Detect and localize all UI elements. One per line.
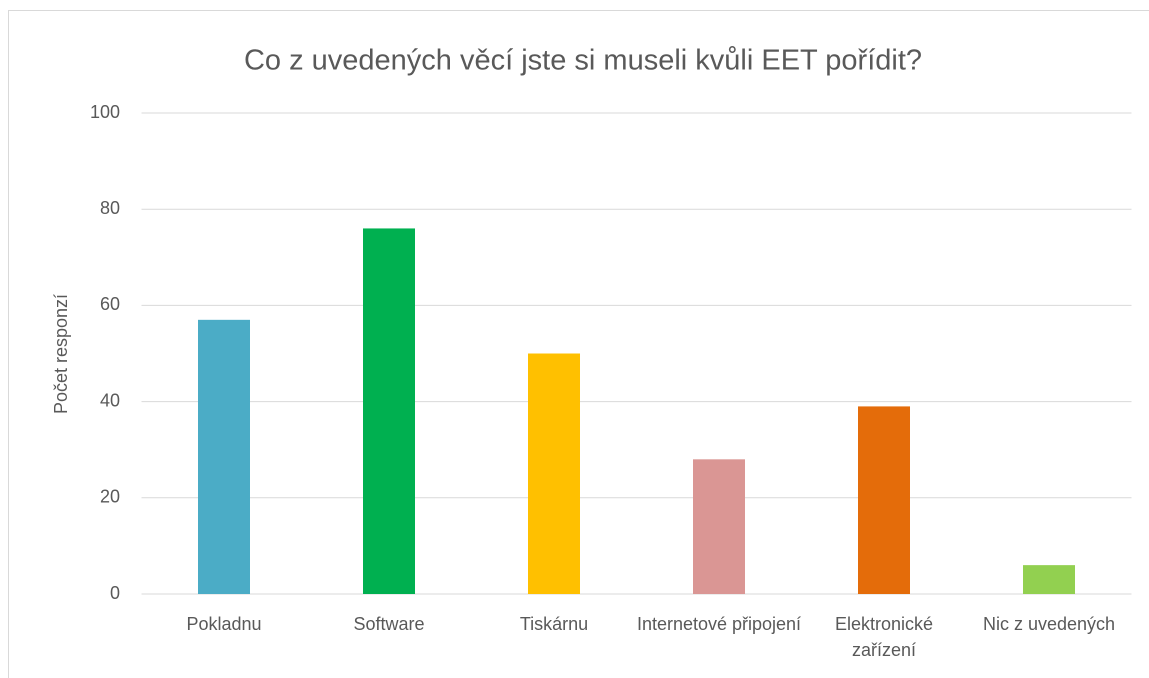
x-tick-label: Software [353,614,425,634]
chart-title: Co z uvedených věcí jste si museli kvůli… [244,45,922,77]
x-tick-label: Elektronické zařízení [834,614,934,660]
bar [693,459,745,594]
y-tick-label: 40 [100,390,120,410]
bar [1023,565,1075,594]
y-tick-label: 80 [100,198,120,218]
y-tick-label: 100 [90,102,120,122]
bar [363,228,415,594]
chart-border [8,10,1149,678]
x-tick-label: Tiskárnu [519,614,589,634]
x-tick-label: Internetové připojení [636,614,802,634]
bar [528,353,580,594]
bar [198,319,250,594]
y-tick-label: 0 [110,583,120,603]
x-tick-label: Pokladnu [186,614,262,634]
y-tick-label: 20 [100,487,120,507]
y-tick-label: 60 [100,294,120,314]
x-tick-label: Nic z uvedených [982,614,1116,634]
bar [858,406,910,594]
y-axis-label: Počet responzí [51,294,71,414]
